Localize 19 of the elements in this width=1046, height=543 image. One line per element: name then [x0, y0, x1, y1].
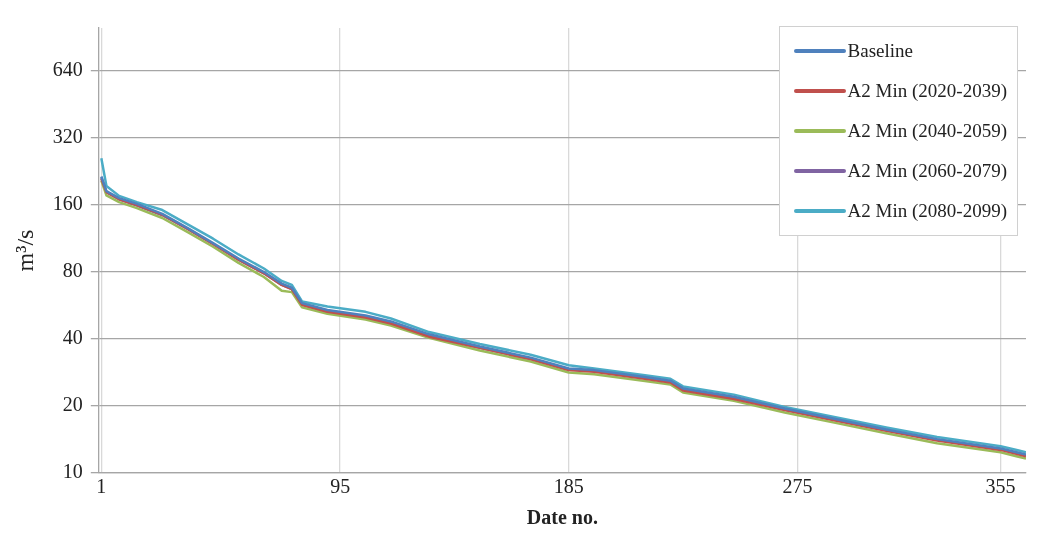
x-axis-title: Date no.: [526, 506, 598, 529]
y-tick-label: 320: [52, 125, 83, 148]
x-tick-label: 275: [782, 475, 813, 498]
y-tick-label: 80: [62, 259, 83, 282]
x-tick-label: 95: [330, 475, 351, 498]
legend-label: A2 Min (2020-2039): [847, 80, 1007, 102]
legend-label: Baseline: [847, 40, 914, 62]
x-tick-label: 185: [553, 475, 584, 498]
y-tick-label: 640: [52, 58, 83, 81]
y-tick-label: 160: [52, 192, 83, 215]
x-tick-label: 1: [96, 475, 107, 498]
legend-label: A2 Min (2060-2079): [847, 160, 1007, 182]
legend-label: A2 Min (2040-2059): [847, 120, 1007, 142]
y-tick-label: 40: [62, 326, 83, 349]
y-axis-title: m³/s: [11, 229, 38, 272]
y-tick-label: 20: [62, 393, 83, 416]
y-tick-label: 10: [62, 460, 83, 483]
legend-label: A2 Min (2080-2099): [847, 200, 1007, 222]
x-tick-label: 355: [985, 475, 1016, 498]
